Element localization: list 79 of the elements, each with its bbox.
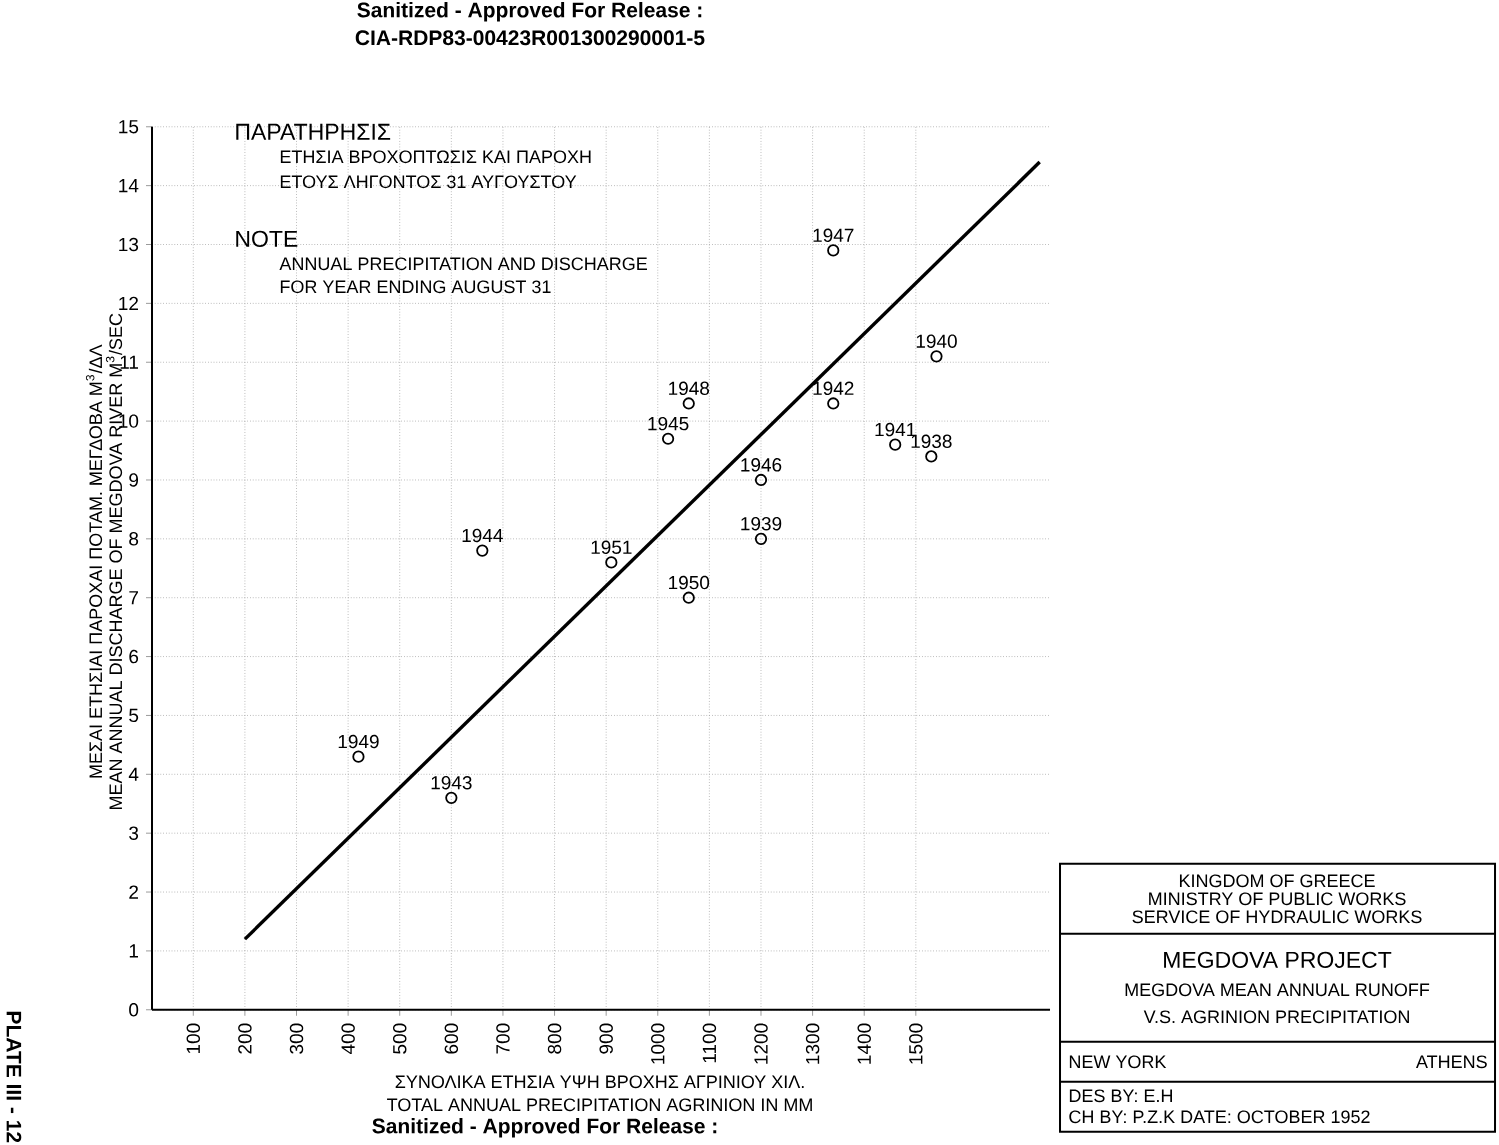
x-tick-label: 1200 (754, 1023, 768, 1064)
x-tick-label: 1400 (857, 1023, 871, 1064)
point (827, 244, 840, 257)
y-tick-label: 0 (129, 1003, 139, 1017)
x-tick-label: 900 (599, 1023, 613, 1054)
x-axis-title: TOTAL ANNUAL PRECIPITATION AGRINION IN MM (387, 1098, 812, 1112)
text: V.S. AGRINION PRECIPITATION (1143, 1010, 1409, 1024)
text: MEGDOVA MEAN ANNUAL RUNOFF (1125, 983, 1430, 997)
annotation: 1945 (648, 416, 689, 431)
annotation: 1943 (431, 775, 472, 790)
text: MINISTRY OF PUBLIC WORKS (1149, 892, 1406, 906)
x-tick-label: 200 (238, 1023, 252, 1054)
text: NEW YORK (1069, 1055, 1167, 1069)
point (682, 591, 695, 604)
point (605, 556, 618, 569)
text: ΜΕΣΑΙ ΕΤΗΣΙΑΙ ΠΑΡΟΧΑΙ ΠΟΤΑΜ. ΜΕΓΔΟΒΑ Μ$^{3}$/ΔΛ (85, 344, 103, 778)
annotation: 1951 (591, 540, 632, 554)
y-tick-label: 1 (129, 944, 138, 958)
y-tick-label: 3 (129, 826, 139, 840)
y-tick-label: 7 (129, 591, 138, 605)
x-tick-label: 100 (186, 1023, 201, 1054)
annotation: 1940 (916, 334, 957, 348)
annotation: ΠΑΡΑΤΗΡΗΣΙΣ (236, 123, 391, 140)
annotation: 1946 (741, 458, 782, 472)
point (445, 791, 458, 804)
x-tick-label: 1300 (805, 1023, 820, 1064)
x-tick-label: 400 (341, 1023, 355, 1055)
text: Sanitized - Approved For Release : (357, 1, 702, 22)
annotation: 1948 (669, 381, 710, 395)
text: Sanitized - Approved For Release : (372, 1117, 717, 1138)
y-tick-label: 12 (119, 296, 138, 310)
y-tick-label: 14 (119, 179, 139, 193)
annotation: 1949 (338, 734, 379, 749)
point (930, 350, 943, 363)
y-tick-label: 2 (129, 885, 138, 899)
y-tick-label: 8 (129, 532, 139, 546)
x-tick-label: 800 (547, 1023, 562, 1054)
text: PLATE III - 12 (6, 1011, 22, 1143)
x-tick-label: 1100 (702, 1023, 717, 1063)
annotation: NOTE (236, 230, 298, 247)
y-tick-label: 5 (129, 708, 139, 723)
x-tick-label: 1000 (651, 1023, 665, 1064)
annotation: 1947 (813, 228, 854, 242)
annotation: ΕΤΗΣΙΑ ΒΡΟΧΟΠΤΩΣΙΣ ΚΑΙ ΠΑΡΟΧΗ (280, 150, 591, 164)
point (662, 432, 675, 445)
annotation: FOR YEAR ENDING AUGUST 31 (280, 280, 551, 294)
point (352, 750, 365, 763)
point (827, 397, 840, 410)
text: CH BY: P.Z.K DATE: OCTOBER 1952 (1069, 1110, 1370, 1124)
y-tick-label: 13 (119, 237, 139, 252)
annotation: 1950 (669, 575, 710, 590)
text: CIA-RDP83-00423R001300290001-5 (355, 30, 705, 46)
x-tick-label: 500 (393, 1023, 407, 1054)
point (925, 450, 938, 463)
annotation: ΕΤΟΥΣ ΛΗΓΟΝΤΟΣ 31 ΑΥΓΟΥΣΤΟΥ (280, 175, 577, 189)
text: SERVICE OF HYDRAULIC WORKS (1132, 910, 1422, 924)
point (889, 438, 902, 451)
y-tick-label: 9 (129, 473, 139, 487)
text: KINGDOM OF GREECE (1179, 874, 1375, 888)
annotation: 1939 (741, 516, 782, 531)
text: ATHENS (1415, 1055, 1487, 1069)
x-tick-label: 700 (496, 1023, 510, 1054)
y-tick-label: 15 (119, 120, 139, 134)
x-tick-label: 1500 (909, 1023, 923, 1064)
x-tick-label: 600 (444, 1023, 459, 1054)
point (754, 473, 768, 487)
point (682, 397, 695, 410)
y-tick-label: 11 (120, 355, 138, 369)
annotation: 1942 (813, 381, 854, 395)
text: ΣΥΝΟΛΙΚΑ ΕΤΗΣΙΑ ΥΨΗ ΒΡΟΧΗΣ ΑΓΡΙΝΙΟΥ ΧΙΛ. (395, 1075, 804, 1089)
point (754, 532, 768, 545)
text: DES BY: E.H (1069, 1089, 1172, 1103)
y-tick-label: 4 (128, 767, 139, 781)
text: MEGDOVA PROJECT (1164, 951, 1392, 968)
annotation: 1944 (462, 528, 503, 543)
point (476, 544, 489, 557)
y-tick-label: 6 (129, 649, 139, 664)
x-tick-label: 300 (289, 1023, 304, 1054)
annotation: ANNUAL PRECIPITATION AND DISCHARGE (279, 257, 647, 271)
